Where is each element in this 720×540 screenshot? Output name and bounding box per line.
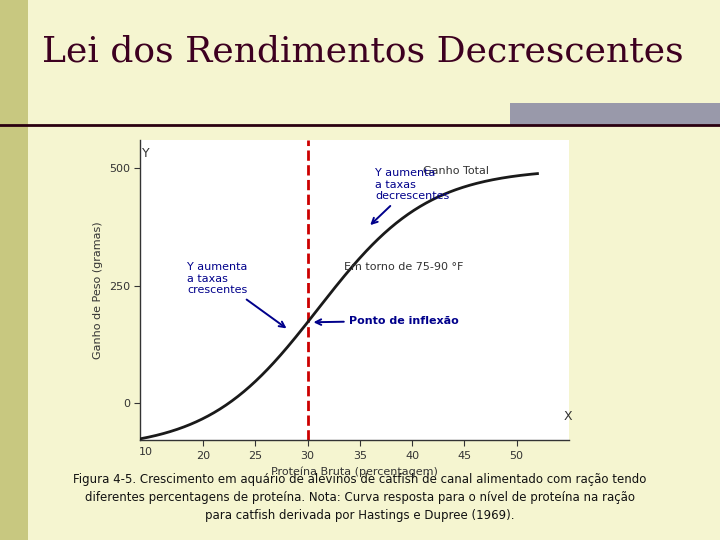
Text: Ganho Total: Ganho Total	[423, 166, 488, 176]
Text: Em torno de 75-90 °F: Em torno de 75-90 °F	[344, 262, 464, 272]
Text: Y aumenta
a taxas
crescentes: Y aumenta a taxas crescentes	[187, 262, 285, 327]
Text: Lei dos Rendimentos Decrescentes: Lei dos Rendimentos Decrescentes	[42, 35, 683, 69]
Text: Y: Y	[142, 147, 150, 160]
FancyBboxPatch shape	[0, 0, 28, 540]
Text: Y aumenta
a taxas
decrescentes: Y aumenta a taxas decrescentes	[372, 168, 450, 224]
X-axis label: Proteína Bruta (percentagem): Proteína Bruta (percentagem)	[271, 466, 438, 477]
FancyBboxPatch shape	[510, 103, 720, 125]
Text: Ponto de inflexão: Ponto de inflexão	[315, 316, 459, 326]
Y-axis label: Ganho de Peso (gramas): Ganho de Peso (gramas)	[94, 221, 103, 359]
Text: Figura 4-5. Crescimento em aquário de alevinos de catfish de canal alimentado co: Figura 4-5. Crescimento em aquário de al…	[73, 474, 647, 523]
Text: 10: 10	[139, 447, 153, 457]
Text: X: X	[564, 410, 572, 423]
